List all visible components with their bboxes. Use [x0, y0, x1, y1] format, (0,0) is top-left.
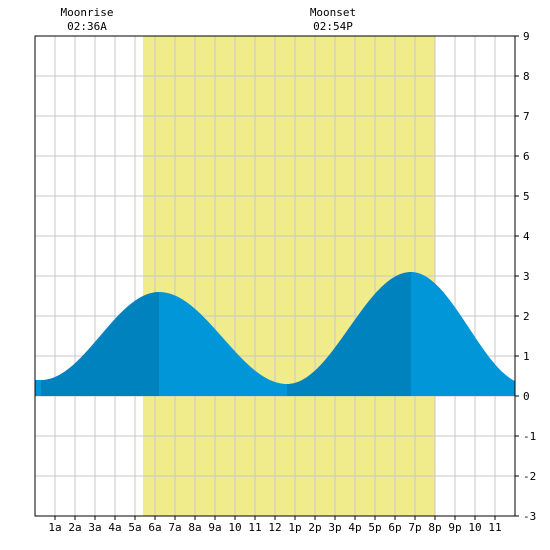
falling-tide-segment	[411, 272, 515, 396]
y-axis-ticks: -3 -2 -1 0 1 2 3 4 5 6 7 8 9	[515, 30, 536, 523]
x-tick-label: 4p	[348, 521, 361, 534]
x-tick-label: 10	[228, 521, 241, 534]
falling-tide-segment	[35, 380, 41, 396]
x-tick-label: 3p	[328, 521, 341, 534]
x-tick-label: 10	[468, 521, 481, 534]
event-label: Moonrise	[61, 6, 114, 19]
x-tick-label: 4a	[108, 521, 121, 534]
x-tick-label: 2a	[68, 521, 81, 534]
x-tick-label: 9a	[208, 521, 221, 534]
x-tick-label: 8a	[188, 521, 201, 534]
y-tick-label: 6	[523, 150, 530, 163]
x-tick-label: 1p	[288, 521, 301, 534]
y-tick-label: 4	[523, 230, 530, 243]
x-axis-ticks: 1a 2a 3a 4a 5a 6a 7a 8a 9a 10 11 12 1p 2p 3p 4p 5p 6p 7p 8p…	[48, 516, 502, 534]
x-tick-label: 7p	[408, 521, 421, 534]
rising-tide-segment	[41, 292, 159, 396]
event-time: 02:54P	[313, 20, 353, 33]
y-tick-label: 3	[523, 270, 530, 283]
x-tick-label: 11	[488, 521, 501, 534]
y-tick-label: 9	[523, 30, 530, 43]
y-tick-label: -1	[523, 430, 536, 443]
x-tick-label: 12	[268, 521, 281, 534]
rising-tide-segment	[287, 272, 411, 396]
x-tick-label: 7a	[168, 521, 181, 534]
y-tick-label: 1	[523, 350, 530, 363]
y-tick-label: 7	[523, 110, 530, 123]
event-time: 02:36A	[67, 20, 107, 33]
y-tick-label: 0	[523, 390, 530, 403]
event-label: Moonset	[310, 6, 356, 19]
y-tick-label: -2	[523, 470, 536, 483]
x-tick-label: 5p	[368, 521, 381, 534]
y-tick-label: 2	[523, 310, 530, 323]
x-tick-label: 1a	[48, 521, 61, 534]
x-tick-label: 3a	[88, 521, 101, 534]
y-tick-label: 8	[523, 70, 530, 83]
tide-area	[35, 272, 515, 396]
y-tick-label: -3	[523, 510, 536, 523]
x-tick-label: 11	[248, 521, 261, 534]
falling-tide-segment	[159, 292, 287, 396]
x-tick-label: 5a	[128, 521, 141, 534]
x-tick-label: 6a	[148, 521, 161, 534]
x-tick-label: 9p	[448, 521, 461, 534]
x-tick-label: 2p	[308, 521, 321, 534]
x-tick-label: 8p	[428, 521, 441, 534]
x-tick-label: 6p	[388, 521, 401, 534]
y-tick-label: 5	[523, 190, 530, 203]
